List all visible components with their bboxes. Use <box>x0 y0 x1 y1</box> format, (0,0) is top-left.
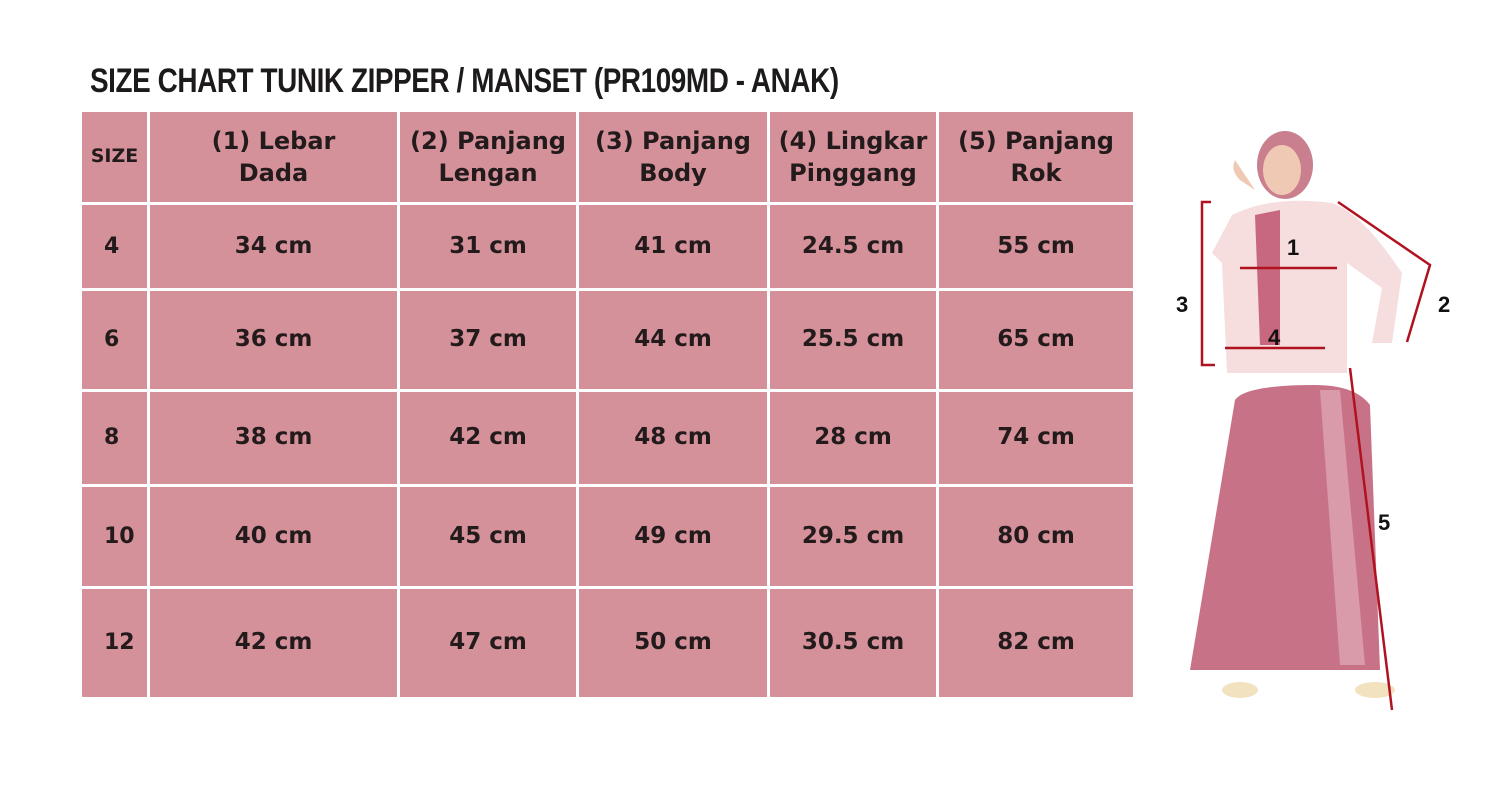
label-3: 3 <box>1176 292 1188 317</box>
child-model-illustration <box>1190 131 1402 698</box>
table-cell: 37 cm <box>400 291 576 389</box>
size-table: SIZE (1) Lebar Dada (2) Panjang Lengan (3) … <box>82 112 1133 698</box>
size-label: 8 <box>82 392 147 484</box>
column-header: (1) Lebar Dada <box>150 112 397 202</box>
measure-line-2 <box>1337 200 1432 343</box>
label-1: 1 <box>1287 235 1299 260</box>
size-label: 6 <box>82 291 147 389</box>
size-label: 4 <box>82 205 147 288</box>
chart-title: SIZE CHART TUNIK ZIPPER / MANSET (PR109M… <box>90 62 839 100</box>
table-cell: 36 cm <box>150 291 397 389</box>
column-header: (4) Lingkar Pinggang <box>770 112 936 202</box>
label-4: 4 <box>1268 325 1281 350</box>
table-cell: 29.5 cm <box>770 487 936 586</box>
table-cell: 24.5 cm <box>770 205 936 288</box>
table-cell: 44 cm <box>579 291 767 389</box>
measure-lines <box>1200 200 1432 711</box>
header-size: SIZE <box>82 112 147 202</box>
column-header: (3) Panjang Body <box>579 112 767 202</box>
measurement-figure: 1 2 3 4 5 <box>1176 131 1450 711</box>
table-cell: 34 cm <box>150 205 397 288</box>
table-cell: 31 cm <box>400 205 576 288</box>
table-cell: 49 cm <box>579 487 767 586</box>
table-cell: 38 cm <box>150 392 397 484</box>
measure-line-3 <box>1200 200 1215 367</box>
table-cell: 80 cm <box>939 487 1133 586</box>
table-cell: 74 cm <box>939 392 1133 484</box>
column-header: (2) Panjang Lengan <box>400 112 576 202</box>
table-cell: 55 cm <box>939 205 1133 288</box>
size-label: 10 <box>82 487 147 586</box>
table-cell: 30.5 cm <box>770 589 936 697</box>
table-cell: 65 cm <box>939 291 1133 389</box>
table-cell: 25.5 cm <box>770 291 936 389</box>
label-5: 5 <box>1378 510 1390 535</box>
table-cell: 45 cm <box>400 487 576 586</box>
label-2: 2 <box>1438 292 1450 317</box>
table-cell: 40 cm <box>150 487 397 586</box>
table-cell: 82 cm <box>939 589 1133 697</box>
table-cell: 50 cm <box>579 589 767 697</box>
table-cell: 28 cm <box>770 392 936 484</box>
column-header: (5) Panjang Rok <box>939 112 1133 202</box>
table-cell: 48 cm <box>579 392 767 484</box>
table-cell: 47 cm <box>400 589 576 697</box>
table-cell: 42 cm <box>400 392 576 484</box>
table-cell: 42 cm <box>150 589 397 697</box>
measure-line-5 <box>1348 367 1394 711</box>
size-label: 12 <box>82 589 147 697</box>
table-cell: 41 cm <box>579 205 767 288</box>
